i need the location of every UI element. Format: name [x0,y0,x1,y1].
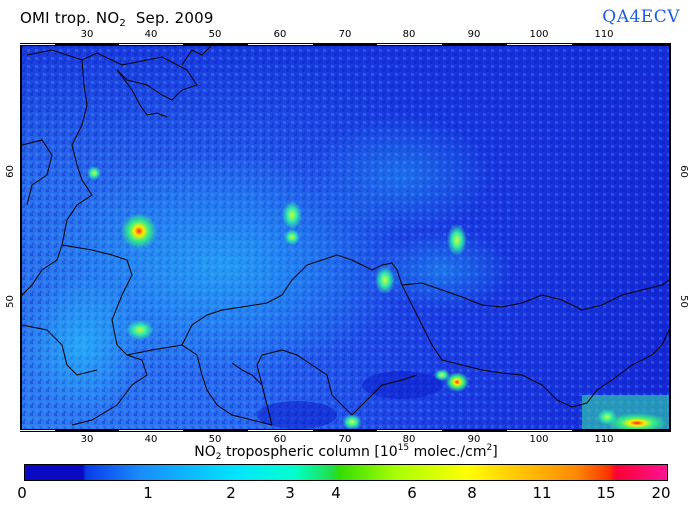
latitude-tick-label: 50 [678,295,689,308]
colorbar-tick-label: 2 [226,484,236,502]
map-canvas [22,45,669,430]
axis-bar-segment [183,43,248,46]
axis-bar-segment [20,429,55,432]
axis-bar-segment [313,43,377,46]
axis-bar-segment [442,43,507,46]
longitude-tick-label: 60 [274,29,287,40]
longitude-tick-label: 30 [81,29,94,40]
latitude-tick-label: 50 [5,295,16,308]
longitude-tick-label: 80 [403,29,416,40]
axis-bar-segment [248,429,313,432]
no2-map[interactable] [20,43,671,432]
longitude-tick-label: 110 [594,29,613,40]
axis-bar-segment [377,429,442,432]
axis-bar-segment [572,43,671,46]
axis-bar-segment [248,43,313,46]
longitude-tick-label: 40 [145,29,158,40]
longitude-tick-label: 100 [529,29,548,40]
colorbar-tick-label: 20 [651,484,670,502]
colorbar-tick-label: 4 [331,484,341,502]
axis-bar-segment [442,429,507,432]
brand-logo: QA4ECV [602,7,680,27]
longitude-tick-label: 90 [468,29,481,40]
colorbar-tick-label: 8 [467,484,477,502]
colorbar-label: NO2 tropospheric column [1015 molec./cm2… [0,443,692,462]
axis-bar-segment [20,43,55,46]
colorbar-tick-label: 0 [17,484,27,502]
colorbar-tick-label: 11 [532,484,551,502]
colorbar-tick-label: 6 [407,484,417,502]
colorbar-tick-label: 15 [596,484,615,502]
axis-bar-segment [572,429,671,432]
longitude-tick-label: 50 [209,29,222,40]
longitude-tick-label: 70 [339,29,352,40]
axis-bar-segment [55,43,119,46]
axis-bar-segment [377,43,442,46]
axis-bar-segment [313,429,377,432]
colorbar-tick-label: 3 [285,484,295,502]
axis-bar-segment [119,429,183,432]
axis-bar-segment [183,429,248,432]
latitude-tick-label: 60 [5,165,16,178]
map-title: OMI trop. NO2 Sep. 2009 [20,9,214,29]
latitude-tick-label: 60 [678,165,689,178]
colorbar [24,464,668,481]
colorbar-tick-label: 1 [143,484,153,502]
axis-bar-segment [507,43,572,46]
axis-bar-segment [55,429,119,432]
axis-bar-segment [507,429,572,432]
axis-bar-segment [119,43,183,46]
